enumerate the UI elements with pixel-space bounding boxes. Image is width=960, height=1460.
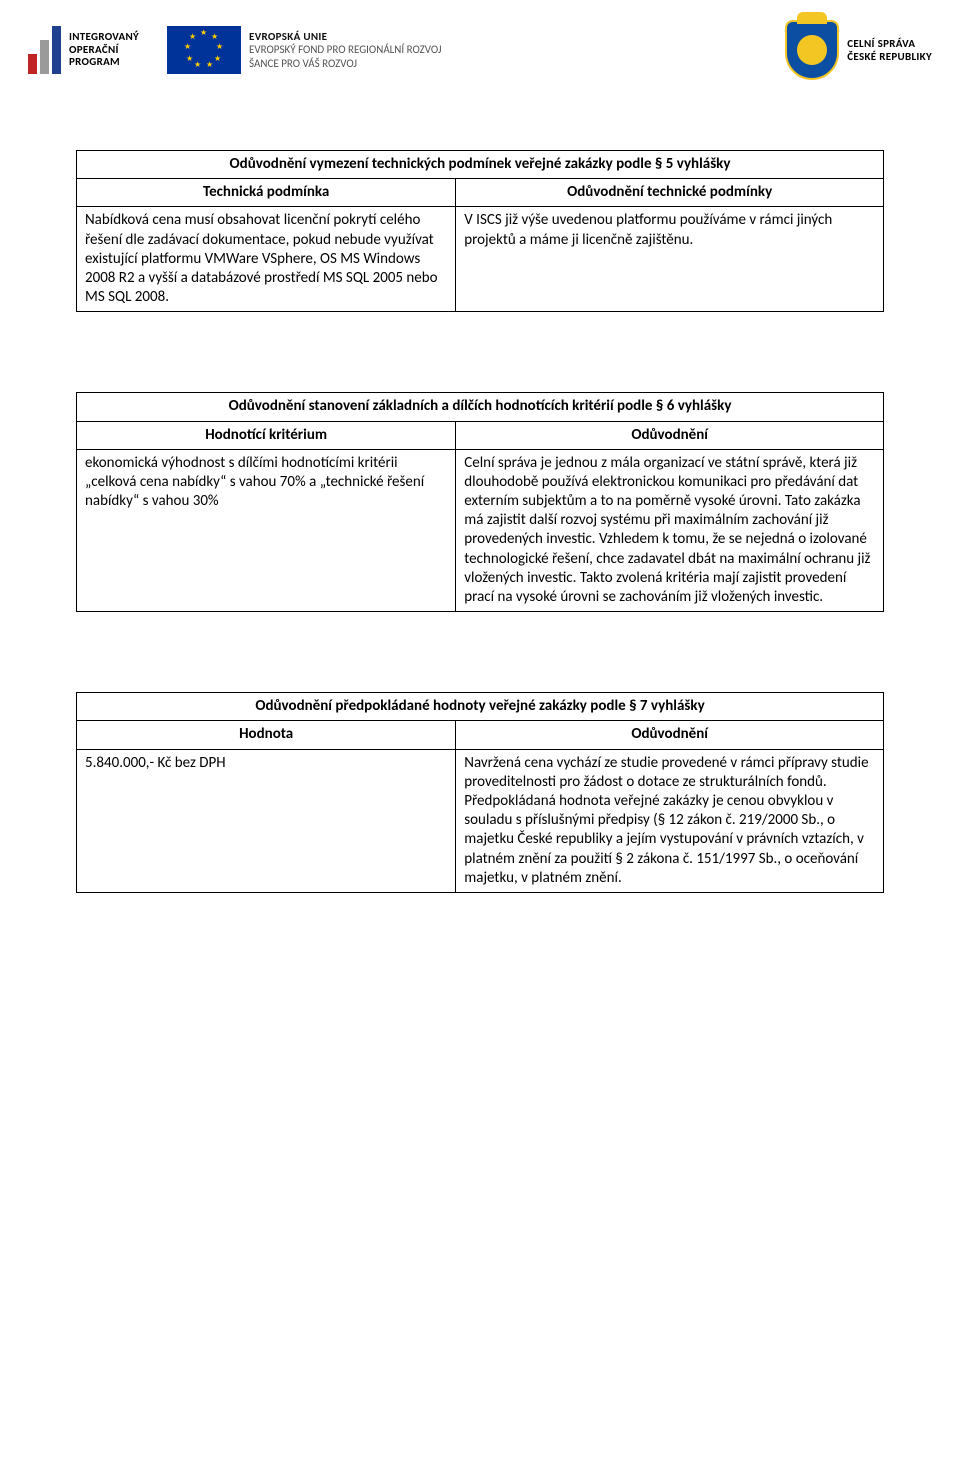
eu-logo: ★★ ★★ ★★ ★★ ★ EVROPSKÁ UNIE EVROPSKÝ FON… — [167, 26, 441, 74]
header-logos: INTEGROVANÝ OPERAČNÍ PROGRAM ★★ ★★ ★★ ★★… — [0, 0, 960, 80]
t3-title: Odůvodnění předpokládané hodnoty veřejné… — [77, 693, 884, 721]
t3-head-right: Odůvodnění — [456, 721, 884, 749]
crest-icon — [785, 20, 839, 80]
eu-l3: ŠANCE PRO VÁŠ ROZVOJ — [249, 57, 441, 70]
crest-inner-icon — [797, 35, 827, 65]
t1-head-right: Odůvodnění technické podmínky — [456, 179, 884, 207]
t1-title: Odůvodnění vymezení technických podmínek… — [77, 151, 884, 179]
eu-label: EVROPSKÁ UNIE EVROPSKÝ FOND PRO REGIONÁL… — [249, 30, 441, 70]
iop-label: INTEGROVANÝ OPERAČNÍ PROGRAM — [69, 31, 139, 69]
cs-l1: CELNÍ SPRÁVA — [847, 37, 932, 50]
t2-right: Celní správa je jednou z mála organizací… — [456, 449, 884, 612]
iop-l3: PROGRAM — [69, 56, 139, 69]
cs-l2: ČESKÉ REPUBLIKY — [847, 50, 932, 63]
iop-bar-2 — [40, 40, 49, 74]
table-technical-conditions: Odůvodnění vymezení technických podmínek… — [76, 150, 884, 312]
cs-label: CELNÍ SPRÁVA ČESKÉ REPUBLIKY — [847, 37, 932, 63]
table-value: Odůvodnění předpokládané hodnoty veřejné… — [76, 692, 884, 893]
iop-bar-3 — [52, 26, 61, 74]
t3-right: Navržená cena vychází ze studie proveden… — [456, 749, 884, 892]
t3-left: 5.840.000,- Kč bez DPH — [77, 749, 456, 892]
page-content: Odůvodnění vymezení technických podmínek… — [0, 80, 960, 893]
iop-bar-1 — [28, 54, 37, 74]
eu-l1: EVROPSKÁ UNIE — [249, 30, 441, 43]
t2-head-right: Odůvodnění — [456, 421, 884, 449]
t3-head-left: Hodnota — [77, 721, 456, 749]
iop-logo: INTEGROVANÝ OPERAČNÍ PROGRAM — [28, 26, 139, 74]
eu-stars-icon: ★★ ★★ ★★ ★★ ★ — [184, 30, 224, 70]
table-criteria: Odůvodnění stanovení základních a dílčíc… — [76, 392, 884, 612]
t1-left: Nabídková cena musí obsahovat licenční p… — [77, 207, 456, 312]
t1-right: V ISCS již výše uvedenou platformu použí… — [456, 207, 884, 312]
t1-head-left: Technická podmínka — [77, 179, 456, 207]
eu-flag-icon: ★★ ★★ ★★ ★★ ★ — [167, 26, 241, 74]
cs-logo: CELNÍ SPRÁVA ČESKÉ REPUBLIKY — [785, 20, 932, 80]
eu-l2: EVROPSKÝ FOND PRO REGIONÁLNÍ ROZVOJ — [249, 43, 441, 56]
iop-bars-icon — [28, 26, 61, 74]
iop-l1: INTEGROVANÝ — [69, 31, 139, 44]
t2-left: ekonomická výhodnost s dílčími hodnotící… — [77, 449, 456, 612]
t2-title: Odůvodnění stanovení základních a dílčíc… — [77, 393, 884, 421]
t2-head-left: Hodnotící kritérium — [77, 421, 456, 449]
